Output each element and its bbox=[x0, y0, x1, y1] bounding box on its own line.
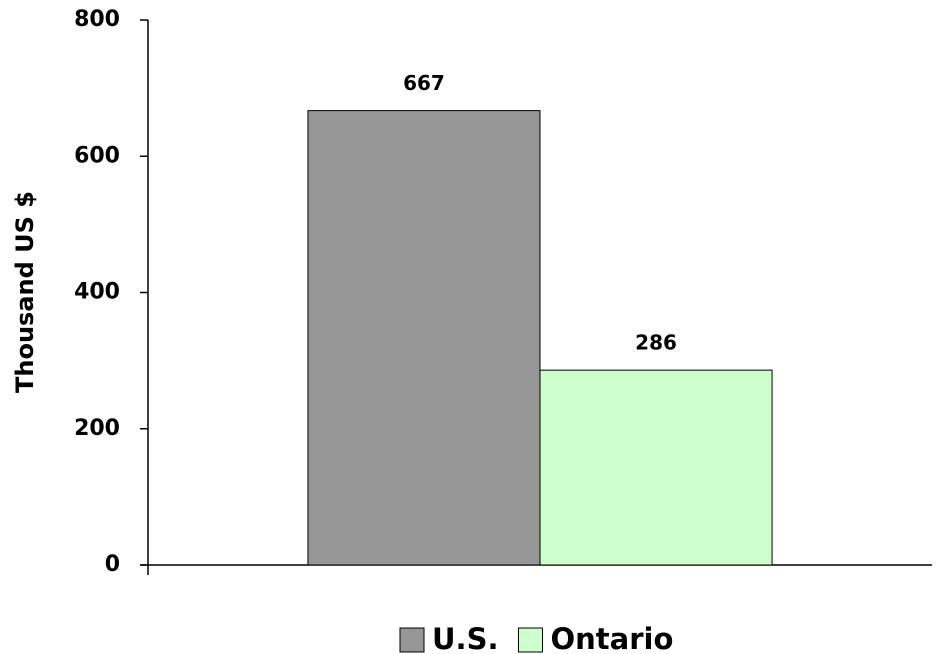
data-label: 667 bbox=[403, 71, 445, 95]
legend-swatch bbox=[399, 627, 425, 653]
bar bbox=[307, 110, 541, 566]
y-tick-label: 800 bbox=[74, 7, 120, 32]
y-tick-label: 400 bbox=[74, 280, 120, 305]
y-tick-label: 0 bbox=[105, 552, 120, 577]
data-label: 286 bbox=[635, 331, 677, 355]
legend-swatch bbox=[517, 627, 543, 653]
y-tick-label: 600 bbox=[74, 143, 120, 168]
legend-label: Ontario bbox=[550, 622, 673, 654]
legend-label: U.S. bbox=[432, 622, 498, 654]
y-axis-label: Thousand US $ bbox=[11, 191, 39, 393]
y-tick-label: 200 bbox=[74, 416, 120, 441]
bar bbox=[539, 369, 773, 566]
